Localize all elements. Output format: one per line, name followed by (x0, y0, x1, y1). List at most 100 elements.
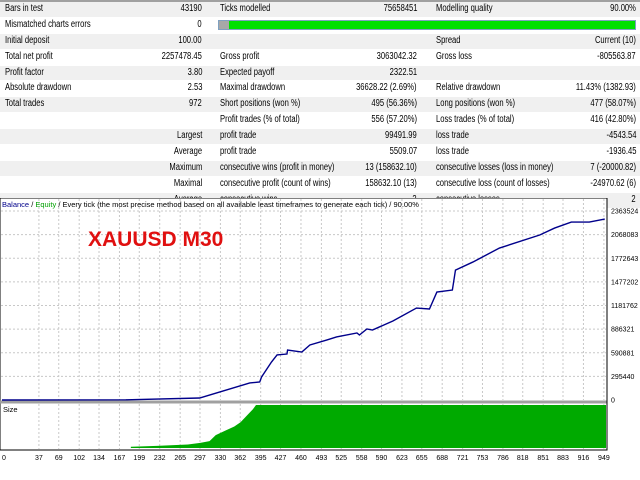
label-l1: Total trades (5, 98, 45, 110)
x-tick-label: 460 (295, 455, 307, 462)
label-l2: profit trade (220, 146, 257, 158)
x-tick-label: 167 (114, 455, 126, 462)
x-tick-label: 134 (93, 455, 105, 462)
value-v1: 3.80 (187, 66, 202, 78)
report-row: Profit trades (% of total) 556 (57.20%) Lo… (0, 113, 640, 130)
chart-overlay-title: XAUUSD M30 (88, 228, 224, 251)
legend-equity: Equity (35, 200, 57, 209)
label-l2: Gross profit (220, 50, 260, 62)
x-tick-label: 786 (497, 455, 509, 462)
value-v1: 2257478.45 (161, 50, 202, 62)
value-v1: Average (173, 146, 202, 158)
label-l1: Initial deposit (5, 34, 50, 46)
report-row: Total net profit 2257478.45 Gross profit 30… (0, 49, 640, 66)
y-tick-label: 590881 (611, 350, 634, 357)
plot-divider (0, 400, 607, 404)
value-v1: Maximal (173, 177, 202, 189)
label-l3: Relative drawdown (436, 82, 501, 94)
value-v2: 158632.10 (13) (365, 177, 417, 189)
value-v3: Current (10) (595, 34, 636, 46)
value-v2: 5509.07 (389, 146, 417, 158)
value-v3: -24970.62 (6) (590, 177, 636, 189)
value-v3: 11.43% (1382.93) (576, 82, 636, 94)
x-tick-label: 753 (477, 455, 489, 462)
label-l2: Profit trades (% of total) (220, 114, 300, 126)
report-row: Absolute drawdown 2.53 Maximal drawdown 366… (0, 81, 640, 98)
y-tick-label: 295440 (611, 374, 634, 381)
value-v2: 75658451 (383, 3, 417, 14)
x-tick-label: 883 (557, 455, 569, 462)
label-l3: Long positions (won %) (436, 98, 516, 110)
label-l2: Maximal drawdown (220, 82, 286, 94)
value-v1: 2.53 (187, 82, 202, 94)
value-v3: -4543.54 (605, 130, 636, 142)
y-tick-label: 0 (611, 398, 615, 405)
label-l2: Short positions (won %) (220, 98, 301, 110)
x-tick-label: 525 (335, 455, 347, 462)
label-l1: Absolute drawdown (5, 82, 72, 94)
report-row: Bars in test 43190 Ticks modelled 75658451 M… (0, 2, 640, 18)
label-l3: loss trade (436, 146, 469, 158)
x-tick-label: 362 (234, 455, 246, 462)
report-row: Maximum consecutive wins (profit in money… (0, 160, 640, 177)
y-tick-label: 1181762 (611, 303, 638, 310)
value-v1: Largest (176, 130, 202, 142)
x-tick-label: 0 (2, 455, 6, 462)
report-row: Total trades 972 Short positions (won %) 49… (0, 97, 640, 114)
value-v1: 0 (197, 18, 202, 30)
value-v3: 416 (42.80%) (590, 114, 636, 126)
x-tick-label: 949 (598, 455, 610, 462)
value-v3: 90.00% (610, 3, 636, 14)
label-l1: Profit factor (5, 66, 44, 78)
value-v1: 100.00 (178, 34, 202, 46)
x-tick-label: 330 (215, 455, 227, 462)
label-l3: Gross loss (436, 50, 472, 62)
value-v2: 2322.51 (389, 66, 417, 78)
y-tick-label: 2068083 (611, 232, 638, 239)
x-tick-label: 721 (457, 455, 469, 462)
y-tick-label: 886321 (611, 327, 634, 334)
size-area (130, 405, 606, 448)
main-plot-frame (0, 198, 608, 403)
value-v3: 7 (-20000.82) (590, 161, 636, 173)
x-tick-label: 493 (316, 455, 328, 462)
x-tick-label: 818 (517, 455, 529, 462)
report-row: Average profit trade 5509.07 loss trade -193… (0, 145, 640, 161)
x-tick-label: 199 (133, 455, 145, 462)
report-row: Profit factor 3.80 Expected payoff 2322.51 (0, 65, 640, 82)
value-v3: -1936.45 (605, 146, 636, 158)
x-tick-label: 916 (578, 455, 590, 462)
label-l3: loss trade (436, 130, 469, 142)
label-l3: Spread (436, 34, 461, 46)
value-v1: 972 (189, 98, 202, 110)
value-v2: 3063042.32 (376, 50, 417, 62)
report-row: Largest profit trade 99491.99 loss trade -45… (0, 129, 640, 146)
label-l2: Ticks modelled (220, 3, 271, 14)
label-l2: profit trade (220, 130, 257, 142)
legend-balance: Balance (2, 200, 30, 209)
x-tick-label: 297 (194, 455, 206, 462)
y-tick-label: 1477202 (611, 279, 638, 286)
value-v1: Maximum (169, 161, 202, 173)
label-l3: Loss trades (% of total) (436, 114, 515, 126)
label-l2: consecutive wins (profit in money) (220, 161, 335, 173)
report-row: Mismatched charts errors 0 (0, 17, 640, 34)
x-tick-label: 623 (396, 455, 408, 462)
label-l1: Bars in test (5, 3, 44, 14)
value-v1: 43190 (180, 3, 202, 14)
value-v2: 495 (56.36%) (371, 98, 417, 110)
modelling-quality-bar (218, 19, 636, 30)
y-tick-label: 2363524 (611, 209, 638, 216)
x-tick-label: 590 (376, 455, 388, 462)
x-tick-label: 427 (275, 455, 287, 462)
x-tick-label: 37 (35, 455, 43, 462)
x-tick-label: 232 (154, 455, 166, 462)
label-l3: consecutive loss (count of losses) (436, 177, 550, 189)
report-row: Maximal consecutive profit (count of wins… (0, 176, 640, 193)
report-table: Bars in test 43190 Ticks modelled 75658451 M… (0, 0, 640, 209)
value-v2: 13 (158632.10) (365, 161, 417, 173)
label-l1: Mismatched charts errors (5, 18, 91, 30)
balance-line (1, 218, 605, 401)
size-label: Size (3, 405, 18, 414)
x-tick-label: 102 (73, 455, 85, 462)
